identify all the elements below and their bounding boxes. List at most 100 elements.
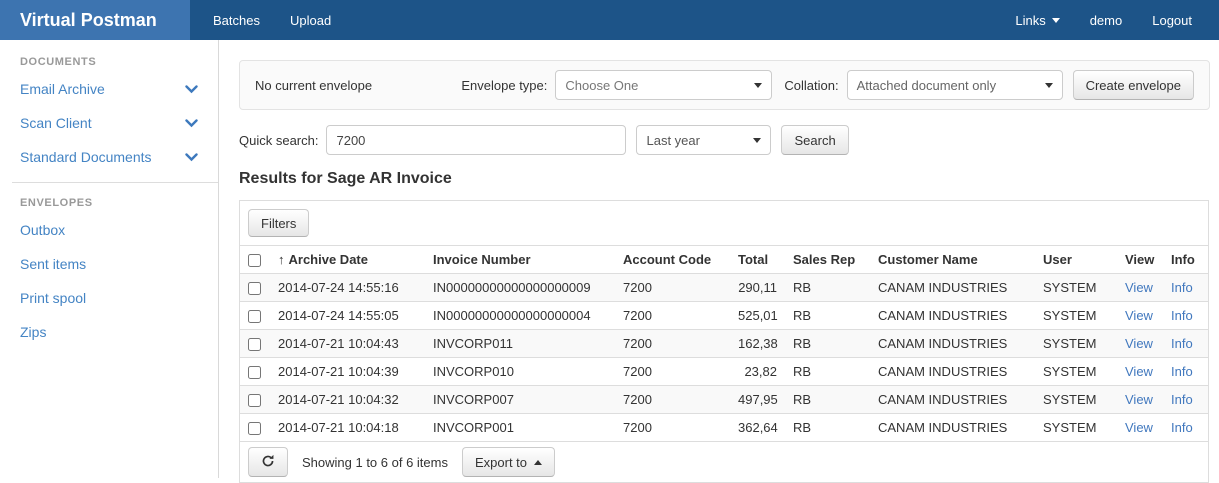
nav-item-user[interactable]: demo bbox=[1075, 0, 1138, 40]
user-cell: SYSTEM bbox=[1035, 414, 1117, 442]
row-checkbox[interactable] bbox=[248, 310, 261, 323]
view-link[interactable]: View bbox=[1125, 308, 1153, 323]
results-heading: Results for Sage AR Invoice bbox=[239, 170, 1210, 188]
select-all-checkbox[interactable] bbox=[248, 254, 261, 267]
create-envelope-button[interactable]: Create envelope bbox=[1073, 70, 1194, 100]
total-cell: 525,01 bbox=[730, 302, 785, 330]
envelope-type-selected-value: Choose One bbox=[565, 78, 638, 93]
nav-item-logout[interactable]: Logout bbox=[1137, 0, 1207, 40]
view-link[interactable]: View bbox=[1125, 336, 1153, 351]
table-header-row: ↑Archive Date Invoice Number Account Cod… bbox=[240, 246, 1208, 274]
table-row: 2014-07-21 10:04:32 INVCORP007 7200 497,… bbox=[240, 386, 1208, 414]
envelope-type-select[interactable]: Choose One bbox=[555, 70, 772, 100]
sales-rep-cell: RB bbox=[785, 358, 870, 386]
app-brand[interactable]: Virtual Postman bbox=[0, 0, 190, 40]
total-cell: 162,38 bbox=[730, 330, 785, 358]
view-link[interactable]: View bbox=[1125, 364, 1153, 379]
customer-name-cell: CANAM INDUSTRIES bbox=[870, 274, 1035, 302]
envelope-type-label: Envelope type: bbox=[461, 78, 547, 93]
refresh-button[interactable] bbox=[248, 447, 288, 477]
sidebar-item-outbox[interactable]: Outbox bbox=[0, 213, 218, 247]
info-link[interactable]: Info bbox=[1171, 280, 1193, 295]
sales-rep-cell: RB bbox=[785, 330, 870, 358]
customer-name-cell: CANAM INDUSTRIES bbox=[870, 414, 1035, 442]
info-link[interactable]: Info bbox=[1171, 336, 1193, 351]
table-row: 2014-07-21 10:04:39 INVCORP010 7200 23,8… bbox=[240, 358, 1208, 386]
sidebar-section-envelopes: ENVELOPES bbox=[0, 197, 218, 209]
info-link[interactable]: Info bbox=[1171, 392, 1193, 407]
quick-search-input[interactable] bbox=[326, 125, 626, 155]
envelope-status-text: No current envelope bbox=[255, 78, 372, 93]
nav-item-batches[interactable]: Batches bbox=[198, 0, 275, 40]
account-code-cell: 7200 bbox=[615, 414, 730, 442]
column-header-sales-rep[interactable]: Sales Rep bbox=[785, 246, 870, 274]
invoice-number-cell: IN00000000000000000009 bbox=[425, 274, 615, 302]
account-code-cell: 7200 bbox=[615, 358, 730, 386]
column-header-invoice-number[interactable]: Invoice Number bbox=[425, 246, 615, 274]
row-checkbox[interactable] bbox=[248, 366, 261, 379]
view-link[interactable]: View bbox=[1125, 420, 1153, 435]
nav-item-links-dropdown[interactable]: Links bbox=[1000, 0, 1074, 40]
account-code-cell: 7200 bbox=[615, 330, 730, 358]
results-table: ↑Archive Date Invoice Number Account Cod… bbox=[240, 245, 1208, 441]
row-checkbox[interactable] bbox=[248, 422, 261, 435]
invoice-number-cell: INVCORP011 bbox=[425, 330, 615, 358]
sales-rep-cell: RB bbox=[785, 302, 870, 330]
search-button[interactable]: Search bbox=[781, 125, 848, 155]
user-cell: SYSTEM bbox=[1035, 386, 1117, 414]
table-row: 2014-07-24 14:55:16 IN000000000000000000… bbox=[240, 274, 1208, 302]
filters-button[interactable]: Filters bbox=[248, 209, 309, 237]
sidebar-divider bbox=[12, 182, 218, 183]
sidebar-item-print-spool[interactable]: Print spool bbox=[0, 281, 218, 315]
refresh-icon bbox=[261, 454, 275, 471]
sidebar-item-sent-items[interactable]: Sent items bbox=[0, 247, 218, 281]
envelope-bar: No current envelope Envelope type: Choos… bbox=[239, 60, 1210, 110]
view-link[interactable]: View bbox=[1125, 280, 1153, 295]
info-link[interactable]: Info bbox=[1171, 420, 1193, 435]
nav-links-label: Links bbox=[1015, 13, 1045, 28]
info-link[interactable]: Info bbox=[1171, 308, 1193, 323]
row-checkbox[interactable] bbox=[248, 282, 261, 295]
info-link[interactable]: Info bbox=[1171, 364, 1193, 379]
nav-item-upload[interactable]: Upload bbox=[275, 0, 346, 40]
sidebar-item-email-archive[interactable]: Email Archive bbox=[0, 72, 218, 106]
sidebar-item-standard-documents[interactable]: Standard Documents bbox=[0, 140, 218, 174]
sidebar-item-scan-client[interactable]: Scan Client bbox=[0, 106, 218, 140]
sidebar-item-zips[interactable]: Zips bbox=[0, 315, 218, 349]
collation-select[interactable]: Attached document only bbox=[847, 70, 1063, 100]
column-header-total[interactable]: Total bbox=[730, 246, 785, 274]
table-row: 2014-07-21 10:04:43 INVCORP011 7200 162,… bbox=[240, 330, 1208, 358]
row-checkbox[interactable] bbox=[248, 394, 261, 407]
sidebar-item-label: Scan Client bbox=[20, 115, 92, 131]
customer-name-cell: CANAM INDUSTRIES bbox=[870, 302, 1035, 330]
table-footer: Showing 1 to 6 of 6 items Export to bbox=[240, 441, 1208, 482]
row-checkbox[interactable] bbox=[248, 338, 261, 351]
column-header-archive-date[interactable]: ↑Archive Date bbox=[270, 246, 425, 274]
user-cell: SYSTEM bbox=[1035, 330, 1117, 358]
main-content: No current envelope Envelope type: Choos… bbox=[219, 40, 1219, 478]
invoice-number-cell: IN00000000000000000004 bbox=[425, 302, 615, 330]
quick-search-row: Quick search: Last year Search bbox=[239, 125, 1210, 155]
user-cell: SYSTEM bbox=[1035, 358, 1117, 386]
column-header-user[interactable]: User bbox=[1035, 246, 1117, 274]
search-period-selected-value: Last year bbox=[646, 133, 699, 148]
column-header-customer-name[interactable]: Customer Name bbox=[870, 246, 1035, 274]
export-to-label: Export to bbox=[475, 455, 527, 470]
column-header-view: View bbox=[1117, 246, 1163, 274]
navbar-left-menu: Batches Upload bbox=[198, 0, 346, 40]
customer-name-cell: CANAM INDUSTRIES bbox=[870, 330, 1035, 358]
archive-date-cell: 2014-07-21 10:04:39 bbox=[270, 358, 425, 386]
total-cell: 362,64 bbox=[730, 414, 785, 442]
column-header-info: Info bbox=[1163, 246, 1208, 274]
table-row: 2014-07-24 14:55:05 IN000000000000000000… bbox=[240, 302, 1208, 330]
total-cell: 23,82 bbox=[730, 358, 785, 386]
collation-selected-value: Attached document only bbox=[857, 78, 996, 93]
results-table-container: Filters ↑Archive Date Invoice Number Acc… bbox=[239, 200, 1209, 483]
column-header-account-code[interactable]: Account Code bbox=[615, 246, 730, 274]
caret-down-icon bbox=[754, 83, 762, 88]
export-to-button[interactable]: Export to bbox=[462, 447, 555, 477]
view-link[interactable]: View bbox=[1125, 392, 1153, 407]
search-period-select[interactable]: Last year bbox=[636, 125, 771, 155]
invoice-number-cell: INVCORP007 bbox=[425, 386, 615, 414]
showing-items-text: Showing 1 to 6 of 6 items bbox=[302, 455, 448, 470]
